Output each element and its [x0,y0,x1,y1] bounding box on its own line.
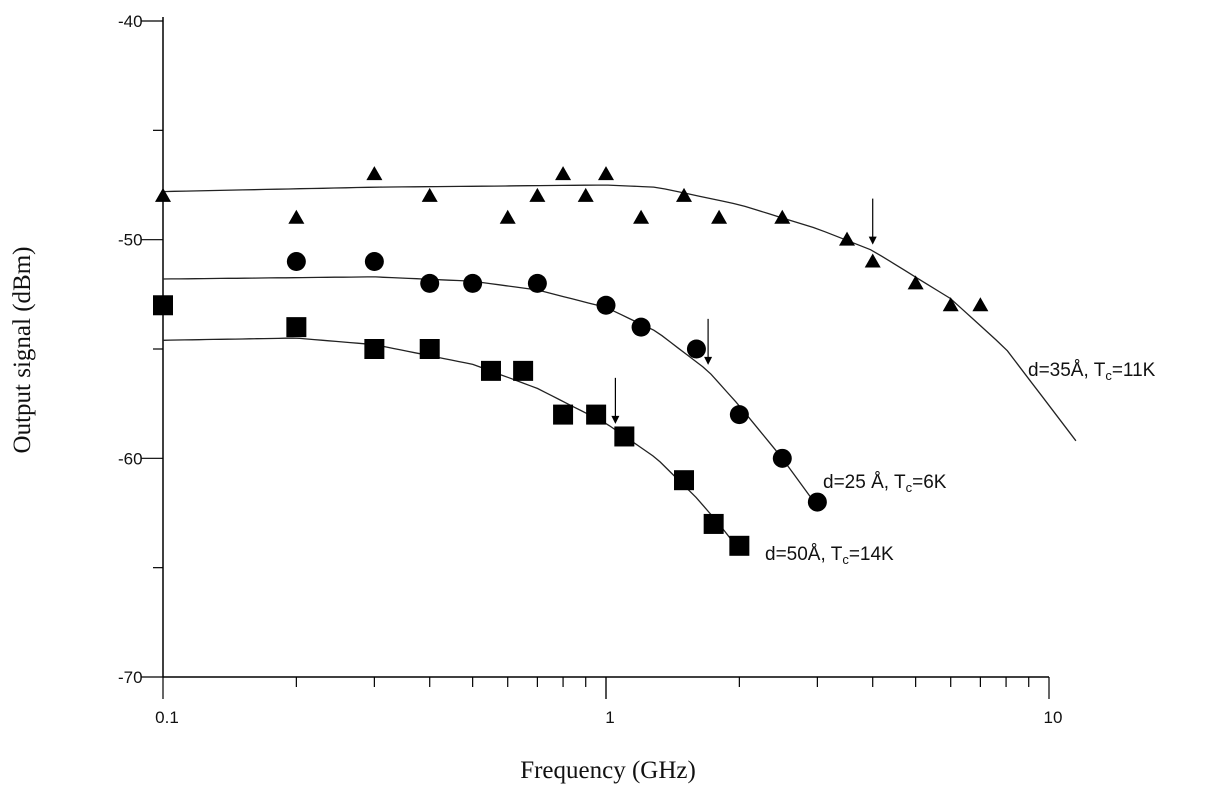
data-point-series-1 [772,448,792,468]
series-label-d-text: d=50 [765,544,808,565]
fit-curves [162,184,1077,551]
data-point-series-0 [864,253,881,268]
series-label-tc-val: =11K [1112,360,1156,381]
data-point-series-0 [839,231,856,246]
data-point-series-0 [366,166,383,181]
series-label-tc-sub: c [906,480,913,495]
y-tick-label: -40 [118,12,143,31]
series-label-tc-sub: c [1105,368,1112,383]
data-point-series-0 [598,166,614,181]
data-point-series-0 [529,187,546,202]
data-point-series-1 [596,295,616,315]
data-point-series-2 [419,339,440,359]
data-point-series-1 [807,492,827,512]
data-point-series-2 [364,339,385,359]
fit-curve-0 [162,184,1077,442]
fit-curve-1 [162,276,818,507]
data-point-series-1 [527,273,547,293]
data-point-series-2 [674,470,695,491]
data-point-series-0 [421,187,438,202]
data-point-series-0 [972,297,989,312]
series-label-d-text: d=25 [823,472,871,493]
cutoff-arrow [868,198,877,245]
series-label: d=50Å, Tc=14K [765,544,894,567]
data-point-series-1 [364,252,384,272]
axes [162,17,1049,678]
y-tick-label: -50 [118,231,143,250]
ticks: -40 -50 -60 -70 0.1 1 10 [118,12,1062,727]
data-point-series-2 [286,317,307,338]
cutoff-arrow [611,377,620,424]
data-point-series-2 [153,295,173,316]
data-point-series-1 [686,339,706,359]
series-label-tc-val: =14K [849,544,894,565]
data-point-series-2 [480,360,501,381]
series-label-angstrom: Å [1071,360,1084,381]
data-point-series-2 [729,535,750,556]
series-label: d=35Å, Tc=11K [1028,360,1156,383]
data-point-series-1 [631,317,651,337]
x-tick-label: 10 [1044,708,1063,727]
series-label-d-text: d=35 [1028,360,1071,381]
data-point-series-0 [942,297,959,312]
series-label-tc-text: , T [884,472,906,493]
series-label-tc-sub: c [842,552,849,567]
data-point-series-0 [555,166,572,181]
data-point-series-2 [703,513,724,534]
series-label-tc-text: , T [820,544,842,565]
series-label-tc-text: , T [1083,360,1105,381]
data-point-series-2 [614,426,635,447]
y-tick-label: -70 [118,668,143,687]
series-label-angstrom: Å [808,544,821,565]
x-axis-title: Frequency (GHz) [520,757,696,784]
data-point-series-0 [499,209,516,224]
series-label-tc-val: =6K [912,472,947,493]
data-point-series-1 [463,273,483,293]
x-tick-label: 0.1 [155,708,179,727]
y-axis-title: Output signal (dBm) [9,247,36,454]
data-point-series-0 [633,209,650,224]
series-label: d=25 Å, Tc=6K [823,472,947,495]
data-point-series-1 [286,252,306,272]
data-point-series-0 [711,209,728,224]
x-tick-label: 1 [605,708,614,727]
data-point-series-0 [577,187,594,202]
data-point-series-2 [553,404,574,425]
fit-curve-2 [162,337,740,551]
y-tick-label: -60 [118,449,143,468]
data-point-series-1 [420,273,440,293]
data-point-series-0 [907,275,924,290]
data-point-series-1 [729,405,749,425]
data-point-series-0 [774,209,791,224]
cutoff-arrow [704,318,713,365]
data-point-series-0 [155,187,171,202]
data-point-series-2 [513,360,534,381]
data-point-series-0 [288,209,305,224]
data-points [153,166,989,556]
cutoff-arrows [611,198,877,424]
data-point-series-0 [676,187,693,202]
series-label-angstrom: Å [871,472,884,493]
data-point-series-2 [586,404,607,425]
